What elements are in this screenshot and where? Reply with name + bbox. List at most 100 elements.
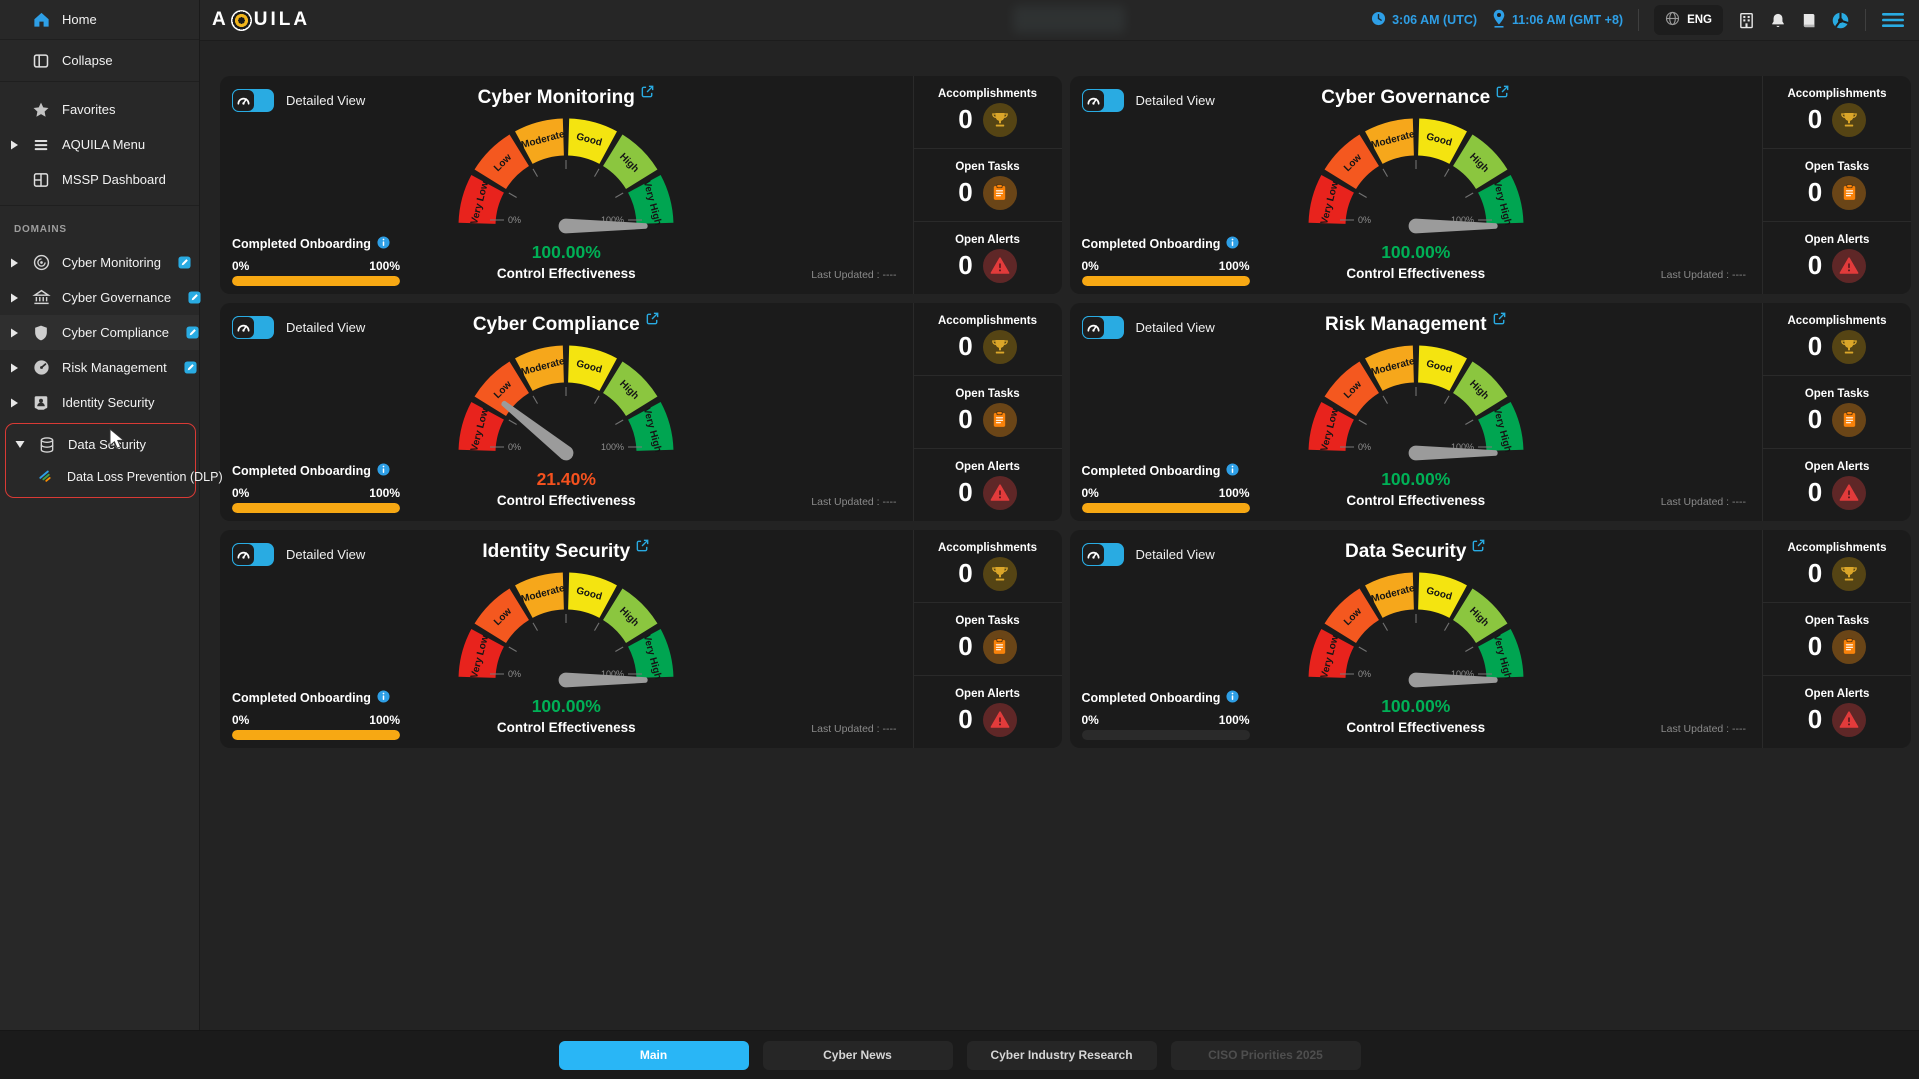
info-icon[interactable] [1226,690,1239,706]
sidebar-item-label: Data Security [68,437,147,452]
chevron-right-icon[interactable] [8,140,20,150]
info-icon[interactable] [377,463,390,479]
external-link-icon[interactable] [1492,311,1507,331]
logo-text: A [212,9,229,30]
sidebar-item-risk-management[interactable]: Risk Management [0,350,199,385]
scale-min-label: 0% [232,259,250,273]
completed-onboarding: Completed Onboarding 0% 100% [1081,690,1250,740]
detailed-view-toggle[interactable] [232,543,274,566]
sidebar-subitem-label: Data Loss Prevention (DLP) [67,470,223,484]
gauge-chart: Very Low Low Moderate Good High Very High 0% 10… [446,333,686,465]
scale-min-label: 0% [232,486,250,500]
detailed-view-toggle[interactable] [1081,89,1124,112]
topbar-divider [1865,9,1866,31]
chevron-down-icon[interactable] [14,440,26,449]
content-row: Home Collapse Favorites AQUILA Menu MSSP Das… [0,0,1919,1030]
stat-open-alerts: Open Alerts 0 [913,221,1062,294]
stat-count: 0 [1807,250,1823,280]
control-effectiveness-label: Control Effectiveness [1346,266,1486,281]
domain-card: Detailed View Cyber Monitoring Very Low L… [220,76,1062,294]
gauge-knob-icon [1081,89,1105,112]
chevron-right-icon[interactable] [8,293,20,303]
tab-cyber-industry-research[interactable]: Cyber Industry Research [966,1040,1157,1070]
detailed-view-toggle[interactable] [1081,316,1124,339]
control-effectiveness-value: 100.00% [1381,242,1451,262]
sidebar-item-cyber-compliance[interactable]: Cyber Compliance [0,315,199,350]
info-icon[interactable] [1226,463,1239,479]
sidebar-item-home[interactable]: Home [0,0,199,40]
menu-icon[interactable] [1881,11,1905,29]
chevron-right-icon[interactable] [8,328,20,338]
info-icon[interactable] [1226,236,1239,252]
sidebar-item-label: Cyber Governance [62,290,172,305]
building-icon[interactable] [1738,12,1755,29]
chevron-right-icon[interactable] [8,363,20,373]
last-updated-label: Last Updated : ---- [811,269,897,281]
detailed-view-toggle[interactable] [232,316,274,339]
database-icon [37,436,57,454]
detailed-view-label: Detailed View [1135,93,1215,108]
right-column: A UILA 3:06 AM (UTC) 11:06 AM (GMT +8) [200,0,1919,1030]
language-selector[interactable]: ENG [1654,5,1723,35]
svg-text:0%: 0% [508,215,521,225]
stat-count: 0 [958,631,973,661]
sidebar-item-dlp[interactable]: Data Loss Prevention (DLP) [6,462,223,492]
tab-cyber-news[interactable]: Cyber News [762,1040,953,1070]
tab-ciso-priorities-2025[interactable]: CISO Priorities 2025 [1170,1040,1361,1070]
external-link-icon[interactable] [640,84,655,104]
detailed-view-toggle[interactable] [1081,543,1124,566]
edit-icon[interactable] [184,361,197,374]
cards-grid: Detailed View Cyber Monitoring Very Low L… [200,41,1919,1030]
svg-text:0%: 0% [508,442,521,452]
control-effectiveness-label: Control Effectiveness [496,720,636,735]
completed-onboarding: Completed Onboarding 0% 100% [232,690,400,740]
sidebar-item-identity-security[interactable]: Identity Security [0,385,199,420]
completed-onboarding: Completed Onboarding 0% 100% [232,236,400,286]
alert-triangle-icon [1832,702,1867,737]
sidebar-top-items: Home Collapse Favorites AQUILA Menu MSSP Das… [0,0,199,197]
gauge-knob-icon [1081,316,1105,339]
alert-triangle-icon [982,702,1017,737]
chevron-right-icon[interactable] [8,398,20,408]
sidebar-item-data-security[interactable]: Data Security [6,427,195,462]
support-wheel-icon[interactable] [1831,11,1850,30]
domains-header: DOMAINS [14,224,67,235]
sidebar-item-favorites[interactable]: Favorites [0,92,199,127]
edit-icon[interactable] [178,256,191,269]
onboarding-progress-track [1081,276,1250,286]
external-link-icon[interactable] [635,538,650,558]
stat-label: Open Alerts [1804,460,1870,473]
sidebar-item-cyber-monitoring[interactable]: Cyber Monitoring [0,245,199,280]
gauge: Very Low Low Moderate Good High Very High 0% 10… [1296,106,1536,281]
domain-card: Detailed View Cyber Governance Very Low L… [1069,76,1911,294]
svg-text:100%: 100% [601,442,624,452]
external-link-icon[interactable] [1471,538,1486,558]
redacted-text-blur [1013,6,1125,33]
card-gauge-area: Detailed View Risk Management Very Low Lo… [1070,303,1763,521]
tab-main[interactable]: Main [558,1040,749,1070]
info-icon[interactable] [377,236,390,252]
dashboard-icon [31,171,51,189]
edit-icon[interactable] [186,326,199,339]
sidebar-item-label: Favorites [62,102,116,117]
book-icon[interactable] [1801,12,1816,29]
detailed-view-label: Detailed View [1135,547,1215,562]
stat-accomplishments: Accomplishments 0 [914,303,1062,375]
gauge-chart: Very Low Low Moderate Good High Very High 0% 10… [1296,333,1536,465]
sidebar-item-aquila-menu[interactable]: AQUILA Menu [0,127,199,162]
bell-icon[interactable] [1770,12,1786,29]
edit-icon[interactable] [188,291,201,304]
stat-count: 0 [958,177,973,207]
chevron-right-icon[interactable] [8,258,20,268]
stat-open-tasks: Open Tasks 0 [1763,602,1911,675]
sidebar-item-cyber-governance[interactable]: Cyber Governance [0,280,201,315]
stat-label: Open Tasks [1804,387,1870,400]
external-link-icon[interactable] [645,311,660,331]
info-icon[interactable] [377,690,390,706]
detailed-view-toggle[interactable] [232,89,274,112]
onboarding-progress-track [232,503,400,513]
sidebar-item-mssp-dashboard[interactable]: MSSP Dashboard [0,162,199,197]
sidebar-item-collapse[interactable]: Collapse [0,40,199,82]
external-link-icon[interactable] [1495,84,1510,104]
stat-count: 0 [958,404,973,434]
